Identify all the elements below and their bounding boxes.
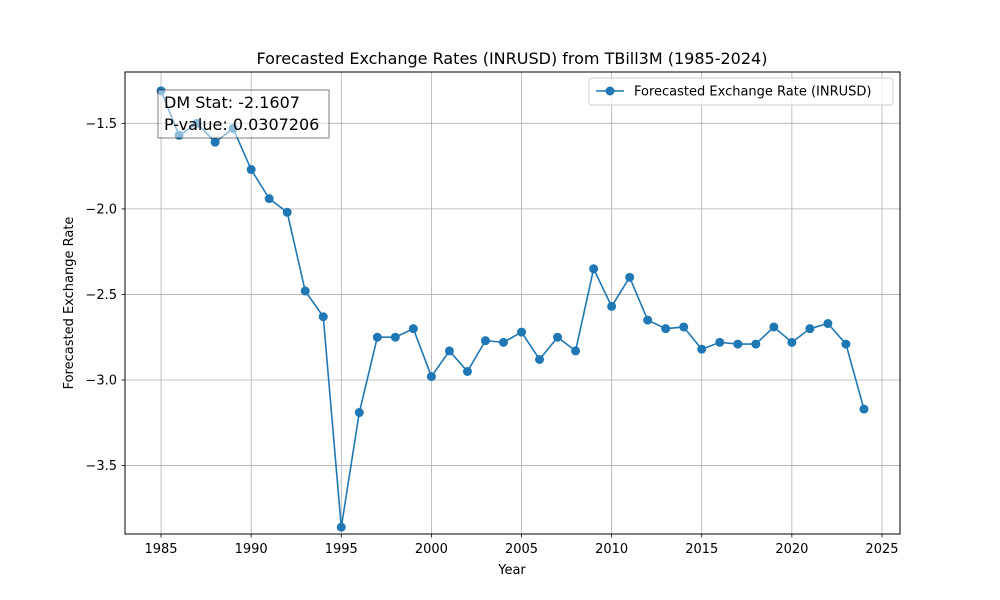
x-tick-label: 2015 — [685, 542, 718, 557]
annotation-background — [157, 89, 330, 139]
y-tick-label: −3.5 — [85, 459, 117, 474]
data-point-2023 — [841, 339, 851, 349]
data-point-2022 — [823, 319, 833, 329]
data-point-2005 — [517, 327, 527, 337]
data-point-1995 — [336, 522, 346, 532]
data-point-2017 — [733, 339, 743, 349]
data-point-1993 — [300, 286, 310, 296]
data-point-2012 — [643, 315, 653, 325]
x-axis-label: Year — [497, 563, 526, 578]
x-axis-ticks: 1985 1990 1995 2000 2005 2010 2015 2020 2025 — [144, 534, 899, 557]
data-point-2007 — [553, 332, 563, 342]
y-tick-label: −1.5 — [85, 117, 117, 132]
data-point-2016 — [715, 337, 725, 347]
data-point-1988 — [210, 137, 220, 147]
annotation-box: DM Stat: -2.1607 P-value: 0.0307206 — [157, 89, 330, 139]
legend: Forecasted Exchange Rate (INRUSD) — [588, 77, 894, 106]
grid-lines — [125, 72, 900, 534]
data-point-1991 — [264, 194, 274, 204]
annotation-p-value: P-value: 0.0307206 — [164, 115, 319, 134]
data-point-2015 — [697, 344, 707, 354]
legend-marker-swatch — [605, 86, 615, 96]
y-axis-label: Forecasted Exchange Rate — [62, 217, 77, 390]
annotation-dm-stat: DM Stat: -2.1607 — [164, 93, 300, 112]
y-axis-ticks: −3.5 −3.0 −2.5 −2.0 −1.5 — [85, 117, 125, 474]
legend-box — [588, 77, 894, 106]
data-point-1996 — [354, 408, 364, 418]
data-point-1990 — [246, 165, 256, 175]
data-point-1998 — [390, 332, 400, 342]
x-tick-label: 1985 — [144, 542, 177, 557]
data-point-2018 — [751, 339, 761, 349]
plot-frame — [124, 71, 901, 535]
data-point-2008 — [571, 346, 581, 356]
data-point-2024 — [859, 404, 869, 414]
data-point-2011 — [625, 272, 635, 282]
data-point-2021 — [805, 324, 815, 334]
x-tick-label: 2025 — [865, 542, 898, 557]
data-point-2009 — [589, 264, 599, 274]
data-point-2002 — [462, 366, 472, 376]
data-point-1997 — [372, 332, 382, 342]
data-point-2014 — [679, 322, 689, 332]
y-tick-label: −3.0 — [85, 374, 117, 389]
data-point-1992 — [282, 207, 292, 217]
data-point-2006 — [535, 354, 545, 364]
data-point-2013 — [661, 324, 671, 334]
data-point-2010 — [607, 301, 617, 311]
data-point-2000 — [426, 372, 436, 382]
x-tick-label: 1995 — [325, 542, 358, 557]
y-tick-label: −2.0 — [85, 202, 117, 217]
data-point-2001 — [444, 346, 454, 356]
x-tick-label: 2005 — [505, 542, 538, 557]
chart-title: Forecasted Exchange Rates (INRUSD) from … — [257, 49, 768, 68]
y-tick-label: −2.5 — [85, 288, 117, 303]
legend-label: Forecasted Exchange Rate (INRUSD) — [634, 85, 872, 100]
x-tick-label: 2010 — [595, 542, 628, 557]
data-point-2020 — [787, 337, 797, 347]
data-point-2003 — [480, 336, 490, 346]
x-tick-label: 2000 — [415, 542, 448, 557]
data-point-1994 — [318, 312, 328, 322]
series-line — [160, 90, 865, 528]
x-tick-label: 1990 — [235, 542, 268, 557]
data-point-2019 — [769, 322, 779, 332]
x-tick-label: 2020 — [775, 542, 808, 557]
data-point-2004 — [498, 337, 508, 347]
data-point-1999 — [408, 324, 418, 334]
